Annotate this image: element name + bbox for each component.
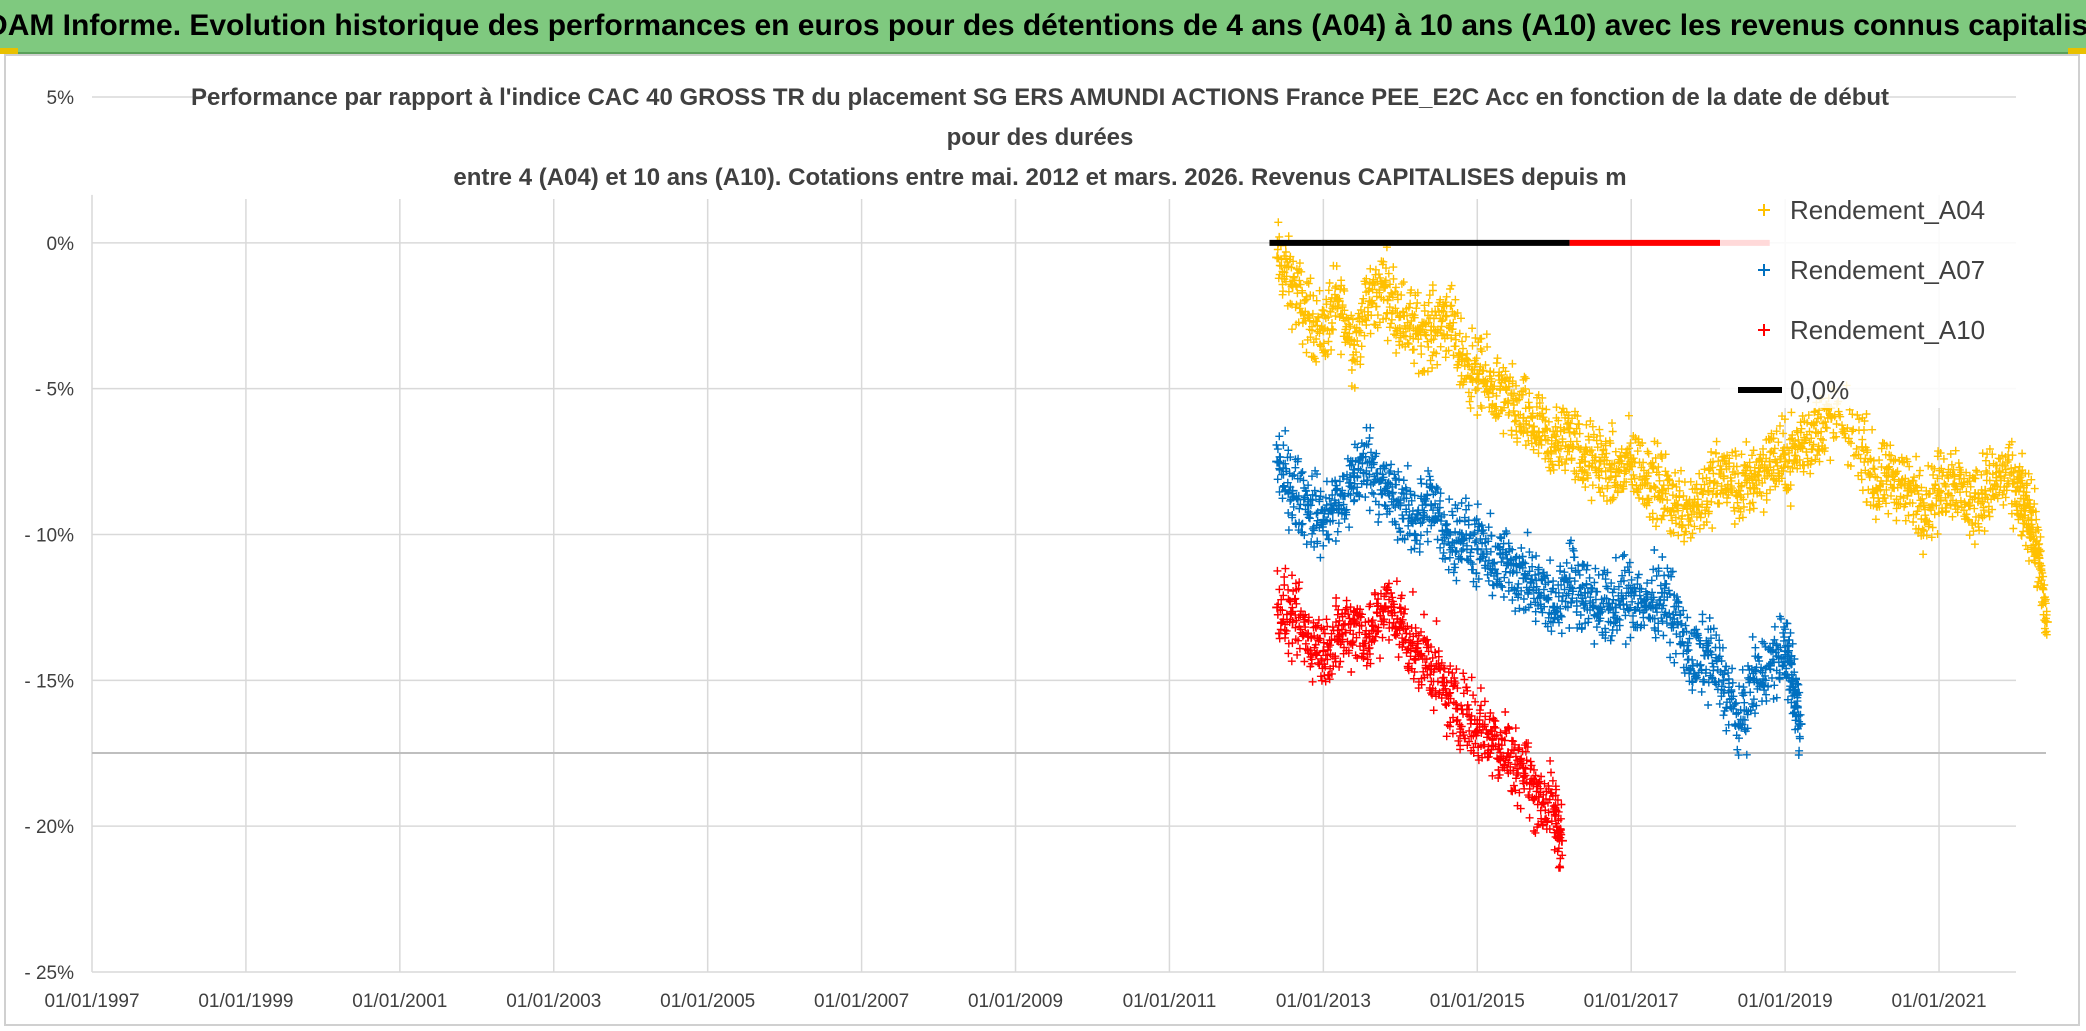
series-rendement-a10 (1272, 564, 1567, 872)
legend-label: Rendement_A04 (1790, 195, 1985, 225)
chart-title-line: entre 4 (A04) et 10 ans (A10). Cotations… (453, 164, 1626, 191)
data-point (1810, 427, 1821, 438)
chart-title-line: pour des durées (947, 124, 1134, 151)
banner-corner-left (0, 48, 18, 54)
x-tick-label: 01/01/2007 (814, 991, 909, 1012)
data-point (1795, 719, 1806, 730)
series-rendement-a04 (1272, 218, 2052, 639)
chart-series (1269, 218, 2052, 872)
data-point (1272, 456, 1283, 467)
report-banner-title: ADAM Informe. Evolution historique des p… (0, 9, 2086, 42)
data-point (1949, 471, 1960, 482)
chart-legend: Rendement_A04 Rendement_A07 Rendement_A10 0… (1720, 188, 2020, 408)
data-point (1964, 500, 1975, 511)
x-axis-ticks: 01/01/1997 01/01/1999 01/01/2001 01/01/2003… (44, 991, 1986, 1012)
y-tick-label: - 20% (24, 817, 74, 838)
legend-label: Rendement_A10 (1790, 315, 1985, 345)
x-tick-label: 01/01/2021 (1891, 991, 1986, 1012)
scatter-cloud (1273, 564, 1567, 872)
x-tick-label: 01/01/2005 (660, 991, 755, 1012)
data-point (1441, 310, 1452, 321)
legend-swatch-marker (1758, 264, 1770, 276)
x-tick-label: 01/01/2003 (506, 991, 601, 1012)
y-tick-label: 0% (47, 234, 75, 255)
y-axis-ticks: 5% 0% - 5% - 10% - 15% - 20% - 25% (24, 88, 74, 984)
legend-label: 0,0% (1790, 375, 1849, 405)
x-tick-label: 01/01/2001 (352, 991, 447, 1012)
legend-swatch-marker (1758, 204, 1770, 216)
report-banner: ADAM Informe. Evolution historique des p… (0, 0, 2086, 54)
chart-title: Performance par rapport à l'indice CAC 4… (191, 74, 1889, 199)
x-tick-label: 01/01/2015 (1430, 991, 1525, 1012)
x-tick-label: 01/01/2011 (1123, 991, 1217, 1012)
y-tick-label: - 25% (24, 963, 74, 984)
chart-title-line: Performance par rapport à l'indice CAC 4… (191, 84, 1889, 111)
x-tick-label: 01/01/2013 (1276, 991, 1371, 1012)
series-rendement-a07 (1272, 423, 1806, 760)
banner-corner-right (2068, 48, 2086, 54)
x-tick-label: 01/01/2019 (1738, 991, 1833, 1012)
legend-label: Rendement_A07 (1790, 255, 1985, 285)
x-tick-label: 01/01/1999 (198, 991, 293, 1012)
y-tick-label: - 15% (24, 671, 74, 692)
legend-swatch-marker (1758, 324, 1770, 336)
x-tick-label: 01/01/2009 (968, 991, 1063, 1012)
y-tick-label: - 10% (24, 526, 74, 547)
x-tick-label: 01/01/1997 (44, 991, 139, 1012)
legend-backdrop (1720, 188, 2020, 408)
y-tick-label: 5% (47, 88, 75, 109)
chart-title-backdrop (210, 74, 1875, 199)
x-tick-label: 01/01/2017 (1584, 991, 1679, 1012)
y-tick-label: - 5% (35, 380, 74, 401)
scatter-cloud (1272, 423, 1805, 760)
data-point (1272, 252, 1283, 263)
